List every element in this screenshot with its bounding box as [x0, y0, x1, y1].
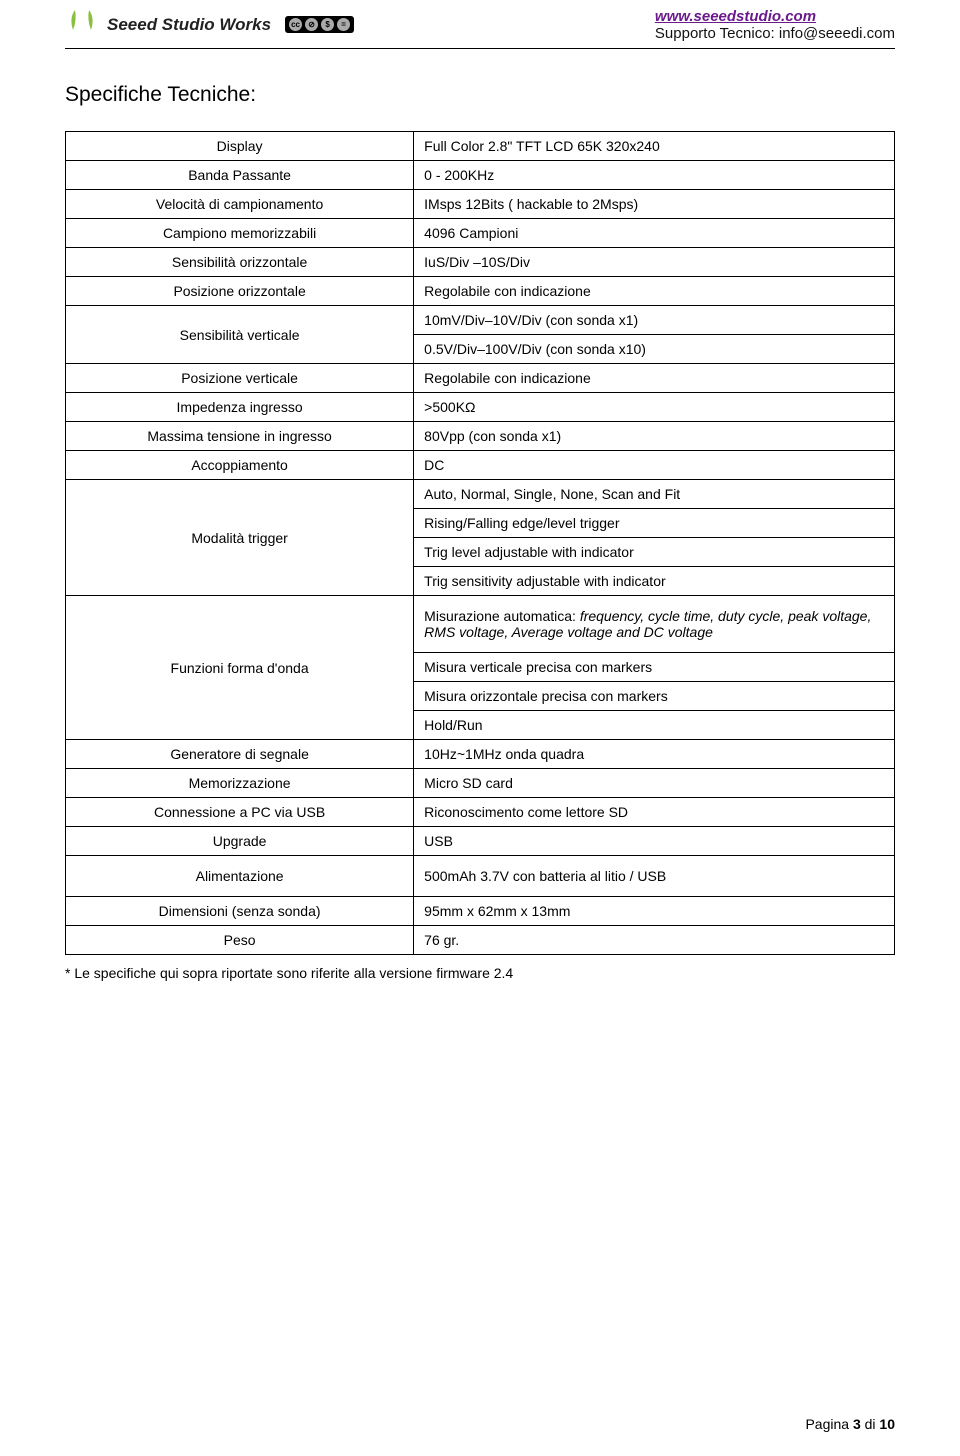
table-row: DisplayFull Color 2.8" TFT LCD 65K 320x2…: [66, 132, 895, 161]
spec-label: Peso: [66, 926, 414, 955]
spec-label: Dimensioni (senza sonda): [66, 897, 414, 926]
spec-label: Posizione orizzontale: [66, 277, 414, 306]
spec-value: Trig level adjustable with indicator: [414, 538, 895, 567]
spec-value: 4096 Campioni: [414, 219, 895, 248]
spec-label: Velocità di campionamento: [66, 190, 414, 219]
table-row: Campiono memorizzabili4096 Campioni: [66, 219, 895, 248]
spec-value: Misurazione automatica: frequency, cycle…: [414, 596, 895, 653]
table-row: Alimentazione500mAh 3.7V con batteria al…: [66, 856, 895, 897]
seeed-logo-icon: [65, 8, 99, 41]
spec-label: Massima tensione in ingresso: [66, 422, 414, 451]
footnote: * Le specifiche qui sopra riportate sono…: [65, 965, 895, 981]
spec-value: 10mV/Div–10V/Div (con sonda x1): [414, 306, 895, 335]
spec-value: 10Hz~1MHz onda quadra: [414, 740, 895, 769]
spec-label: Campiono memorizzabili: [66, 219, 414, 248]
spec-label: Connessione a PC via USB: [66, 798, 414, 827]
section-title: Specifiche Tecniche:: [65, 83, 895, 107]
table-row: Posizione verticaleRegolabile con indica…: [66, 364, 895, 393]
page-header: Seeed Studio Works cc⊘$= www.seeedstudio…: [65, 0, 895, 49]
spec-label: Modalità trigger: [66, 480, 414, 596]
spec-value: Rising/Falling edge/level trigger: [414, 509, 895, 538]
page-number: Pagina 3 di 10: [805, 1416, 895, 1432]
table-row: Connessione a PC via USBRiconoscimento c…: [66, 798, 895, 827]
spec-label: Funzioni forma d'onda: [66, 596, 414, 740]
spec-value: Trig sensitivity adjustable with indicat…: [414, 567, 895, 596]
table-row: Dimensioni (senza sonda)95mm x 62mm x 13…: [66, 897, 895, 926]
spec-value: Hold/Run: [414, 711, 895, 740]
header-right: www.seeedstudio.com Supporto Tecnico: in…: [655, 8, 895, 42]
spec-value: DC: [414, 451, 895, 480]
page-middle: di: [861, 1416, 880, 1432]
spec-label: Impedenza ingresso: [66, 393, 414, 422]
table-row: Posizione orizzontaleRegolabile con indi…: [66, 277, 895, 306]
spec-value: 500mAh 3.7V con batteria al litio / USB: [414, 856, 895, 897]
spec-value: 80Vpp (con sonda x1): [414, 422, 895, 451]
spec-value: >500KΩ: [414, 393, 895, 422]
spec-value: Misura orizzontale precisa con markers: [414, 682, 895, 711]
spec-value: Auto, Normal, Single, None, Scan and Fit: [414, 480, 895, 509]
spec-value: IuS/Div –10S/Div: [414, 248, 895, 277]
table-row: MemorizzazioneMicro SD card: [66, 769, 895, 798]
website-link[interactable]: www.seeedstudio.com: [655, 8, 816, 25]
table-row: Sensibilità orizzontaleIuS/Div –10S/Div: [66, 248, 895, 277]
spec-value: 0.5V/Div–100V/Div (con sonda x10): [414, 335, 895, 364]
table-row: Funzioni forma d'onda Misurazione automa…: [66, 596, 895, 653]
spec-table: DisplayFull Color 2.8" TFT LCD 65K 320x2…: [65, 131, 895, 955]
spec-label: Sensibilità verticale: [66, 306, 414, 364]
spec-value: 95mm x 62mm x 13mm: [414, 897, 895, 926]
table-row: Generatore di segnale10Hz~1MHz onda quad…: [66, 740, 895, 769]
brand-text: Seeed Studio Works: [107, 15, 271, 35]
page-total: 10: [879, 1416, 895, 1432]
table-row: Banda Passante0 - 200KHz: [66, 161, 895, 190]
spec-value: Misura verticale precisa con markers: [414, 653, 895, 682]
spec-label: Display: [66, 132, 414, 161]
page-prefix: Pagina: [805, 1416, 852, 1432]
spec-value: Regolabile con indicazione: [414, 277, 895, 306]
spec-value-prefix: Misurazione automatica:: [424, 608, 580, 624]
table-row: AccoppiamentoDC: [66, 451, 895, 480]
page-current: 3: [853, 1416, 861, 1432]
table-row: Impedenza ingresso>500KΩ: [66, 393, 895, 422]
table-row: Massima tensione in ingresso80Vpp (con s…: [66, 422, 895, 451]
spec-label: Posizione verticale: [66, 364, 414, 393]
spec-value: 0 - 200KHz: [414, 161, 895, 190]
spec-value: 76 gr.: [414, 926, 895, 955]
table-row: Sensibilità verticale10mV/Div–10V/Div (c…: [66, 306, 895, 335]
spec-label: Upgrade: [66, 827, 414, 856]
cc-license-badge-icon: cc⊘$=: [285, 16, 354, 33]
header-left: Seeed Studio Works cc⊘$=: [65, 8, 354, 41]
spec-value: Regolabile con indicazione: [414, 364, 895, 393]
table-row: Peso76 gr.: [66, 926, 895, 955]
spec-value: Riconoscimento come lettore SD: [414, 798, 895, 827]
spec-label: Alimentazione: [66, 856, 414, 897]
spec-label: Banda Passante: [66, 161, 414, 190]
table-row: Velocità di campionamentoIMsps 12Bits ( …: [66, 190, 895, 219]
spec-label: Accoppiamento: [66, 451, 414, 480]
spec-value: Full Color 2.8" TFT LCD 65K 320x240: [414, 132, 895, 161]
support-text: Supporto Tecnico: info@seeedi.com: [655, 25, 895, 42]
spec-label: Generatore di segnale: [66, 740, 414, 769]
table-row: UpgradeUSB: [66, 827, 895, 856]
spec-value: USB: [414, 827, 895, 856]
spec-label: Sensibilità orizzontale: [66, 248, 414, 277]
spec-value: Micro SD card: [414, 769, 895, 798]
spec-value: IMsps 12Bits ( hackable to 2Msps): [414, 190, 895, 219]
table-row: Modalità triggerAuto, Normal, Single, No…: [66, 480, 895, 509]
spec-label: Memorizzazione: [66, 769, 414, 798]
